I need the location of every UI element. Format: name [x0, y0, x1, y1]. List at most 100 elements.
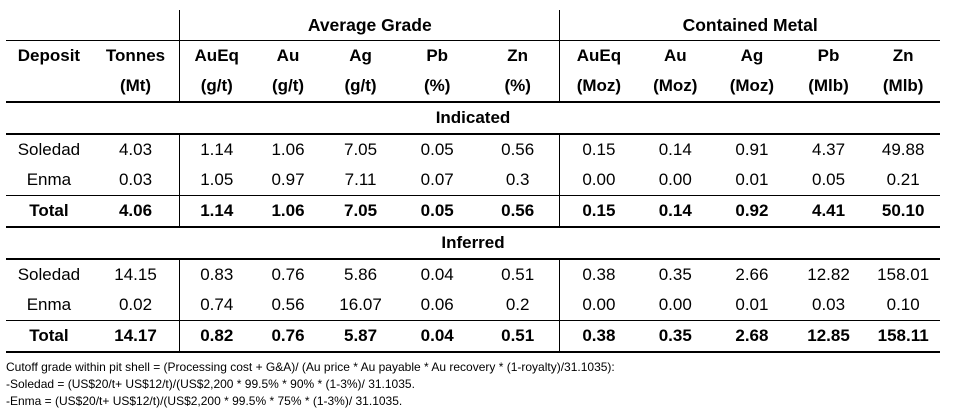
- value-cell: 7.05: [322, 195, 399, 228]
- metal-unit: (Moz): [713, 71, 791, 103]
- value-cell: 0.51: [501, 265, 535, 284]
- value-cell: 50.10: [866, 195, 940, 228]
- value-cell: 2.66: [735, 265, 769, 284]
- value-cell: 0.56: [271, 295, 305, 314]
- metal-unit: (Moz): [637, 71, 714, 103]
- value-cell: 0.35: [658, 265, 692, 284]
- value-cell: 5.87: [322, 320, 399, 353]
- value-cell: 0.04: [398, 320, 477, 353]
- grade-unit: (g/t): [322, 71, 399, 103]
- section-title-inferred: Inferred: [6, 227, 940, 260]
- footnote-line: -Enma = (US$20/t+ US$12/t)/(US$2,200 * 9…: [6, 394, 403, 408]
- value-cell: 1.14: [179, 195, 254, 228]
- value-cell: 158.01: [877, 265, 930, 284]
- footnote-line: -Soledad = (US$20/t+ US$12/t)/(US$2,200 …: [6, 377, 415, 391]
- value-cell: 1.05: [179, 165, 254, 196]
- grade-header-au: Au: [253, 40, 323, 71]
- tonnes-cell: 0.03: [118, 170, 153, 189]
- tonnes-header: Tonnes: [91, 40, 180, 71]
- value-cell: 2.68: [713, 320, 791, 353]
- value-cell: 0.15: [559, 134, 638, 165]
- table-row: Soledad 4.03 1.14 1.06 7.05 0.05 0.56 0.…: [6, 134, 940, 165]
- value-cell: 0.76: [271, 265, 305, 284]
- section-header-row: Indicated: [6, 102, 940, 135]
- value-cell: 49.88: [881, 140, 925, 159]
- tonnes-cell: 0.02: [118, 295, 153, 314]
- value-cell: 0.04: [420, 265, 454, 284]
- metal-unit: (Mlb): [790, 71, 867, 103]
- unit-header-row: (Mt) (g/t) (g/t) (g/t) (%) (%) (Moz) (Mo…: [6, 71, 940, 103]
- value-cell: 4.37: [811, 140, 846, 159]
- total-row: Total 4.06 1.14 1.06 7.05 0.05 0.56 0.15…: [6, 195, 940, 228]
- value-cell: 0.01: [735, 170, 769, 189]
- value-cell: 0.06: [420, 295, 454, 314]
- metal-unit: (Moz): [559, 71, 638, 103]
- group-header-row: Average Grade Contained Metal: [6, 10, 940, 41]
- grade-unit: (%): [398, 71, 477, 103]
- value-cell: 0.76: [253, 320, 323, 353]
- value-cell: 0.91: [735, 140, 769, 159]
- value-cell: 0.00: [658, 170, 692, 189]
- table-row: Enma 0.03 1.05 0.97 7.11 0.07 0.3 0.00 0…: [6, 165, 940, 196]
- tonnes-cell: 4.03: [118, 140, 153, 159]
- deposit-cell: Soledad: [17, 140, 81, 159]
- value-cell: 0.15: [559, 195, 638, 228]
- value-cell: 0.97: [271, 170, 305, 189]
- value-cell: 0.56: [501, 140, 535, 159]
- value-cell: 0.01: [735, 295, 769, 314]
- value-cell: 12.85: [790, 320, 867, 353]
- tonnes-unit: (Mt): [91, 71, 180, 103]
- blank-cell: [6, 10, 92, 41]
- value-cell: 0.35: [637, 320, 714, 353]
- grade-header-auEq: AuEq: [179, 40, 254, 71]
- deposit-cell: Enma: [26, 295, 72, 314]
- tonnes-cell: 4.06: [91, 195, 180, 228]
- blank-cell: [6, 71, 92, 103]
- grade-unit: (%): [476, 71, 560, 103]
- value-cell: 0.05: [811, 170, 846, 189]
- average-grade-header: Average Grade: [179, 10, 560, 41]
- grade-header-ag: Ag: [322, 40, 399, 71]
- value-cell: 0.10: [886, 295, 920, 314]
- value-cell: 7.11: [344, 170, 377, 189]
- value-cell: 0.00: [658, 295, 692, 314]
- footnote-line: Cutoff grade within pit shell = (Process…: [6, 360, 615, 374]
- deposit-cell: Enma: [26, 170, 72, 189]
- value-cell: 12.82: [807, 265, 850, 284]
- blank-cell: [92, 10, 180, 41]
- metal-unit: (Mlb): [866, 71, 940, 103]
- metal-header-au: Au: [637, 40, 714, 71]
- section-header-row: Inferred: [6, 227, 940, 260]
- value-cell: 0.21: [886, 170, 920, 189]
- table-row: Soledad 14.15 0.83 0.76 5.86 0.04 0.51 0…: [6, 259, 940, 290]
- value-cell: 0.07: [420, 170, 454, 189]
- contained-metal-header: Contained Metal: [559, 10, 940, 41]
- value-cell: 0.00: [559, 290, 638, 321]
- total-row: Total 14.17 0.82 0.76 5.87 0.04 0.51 0.3…: [6, 320, 940, 353]
- value-cell: 0.51: [476, 320, 560, 353]
- value-cell: 0.2: [505, 295, 530, 314]
- deposit-header: Deposit: [6, 40, 92, 71]
- value-cell: 158.11: [866, 320, 940, 353]
- value-cell: 0.83: [179, 259, 254, 290]
- value-cell: 0.56: [476, 195, 560, 228]
- value-cell: 0.3: [505, 170, 530, 189]
- grade-unit: (g/t): [253, 71, 323, 103]
- section-title-indicated: Indicated: [6, 102, 940, 135]
- metal-header-ag: Ag: [713, 40, 791, 71]
- value-cell: 0.05: [398, 195, 477, 228]
- mineral-resource-table: Average Grade Contained Metal Deposit To…: [6, 10, 940, 353]
- metal-header-zn: Zn: [866, 40, 940, 71]
- tonnes-cell: 14.17: [91, 320, 180, 353]
- value-cell: 0.38: [559, 259, 638, 290]
- deposit-cell: Total: [6, 320, 92, 353]
- value-cell: 1.14: [179, 134, 254, 165]
- value-cell: 5.86: [344, 265, 378, 284]
- table-row: Enma 0.02 0.74 0.56 16.07 0.06 0.2 0.00 …: [6, 290, 940, 321]
- value-cell: 0.92: [713, 195, 791, 228]
- metal-header-auEq: AuEq: [559, 40, 638, 71]
- value-cell: 0.14: [637, 195, 714, 228]
- value-cell: 0.00: [559, 165, 638, 196]
- value-cell: 4.41: [790, 195, 867, 228]
- value-cell: 0.82: [179, 320, 254, 353]
